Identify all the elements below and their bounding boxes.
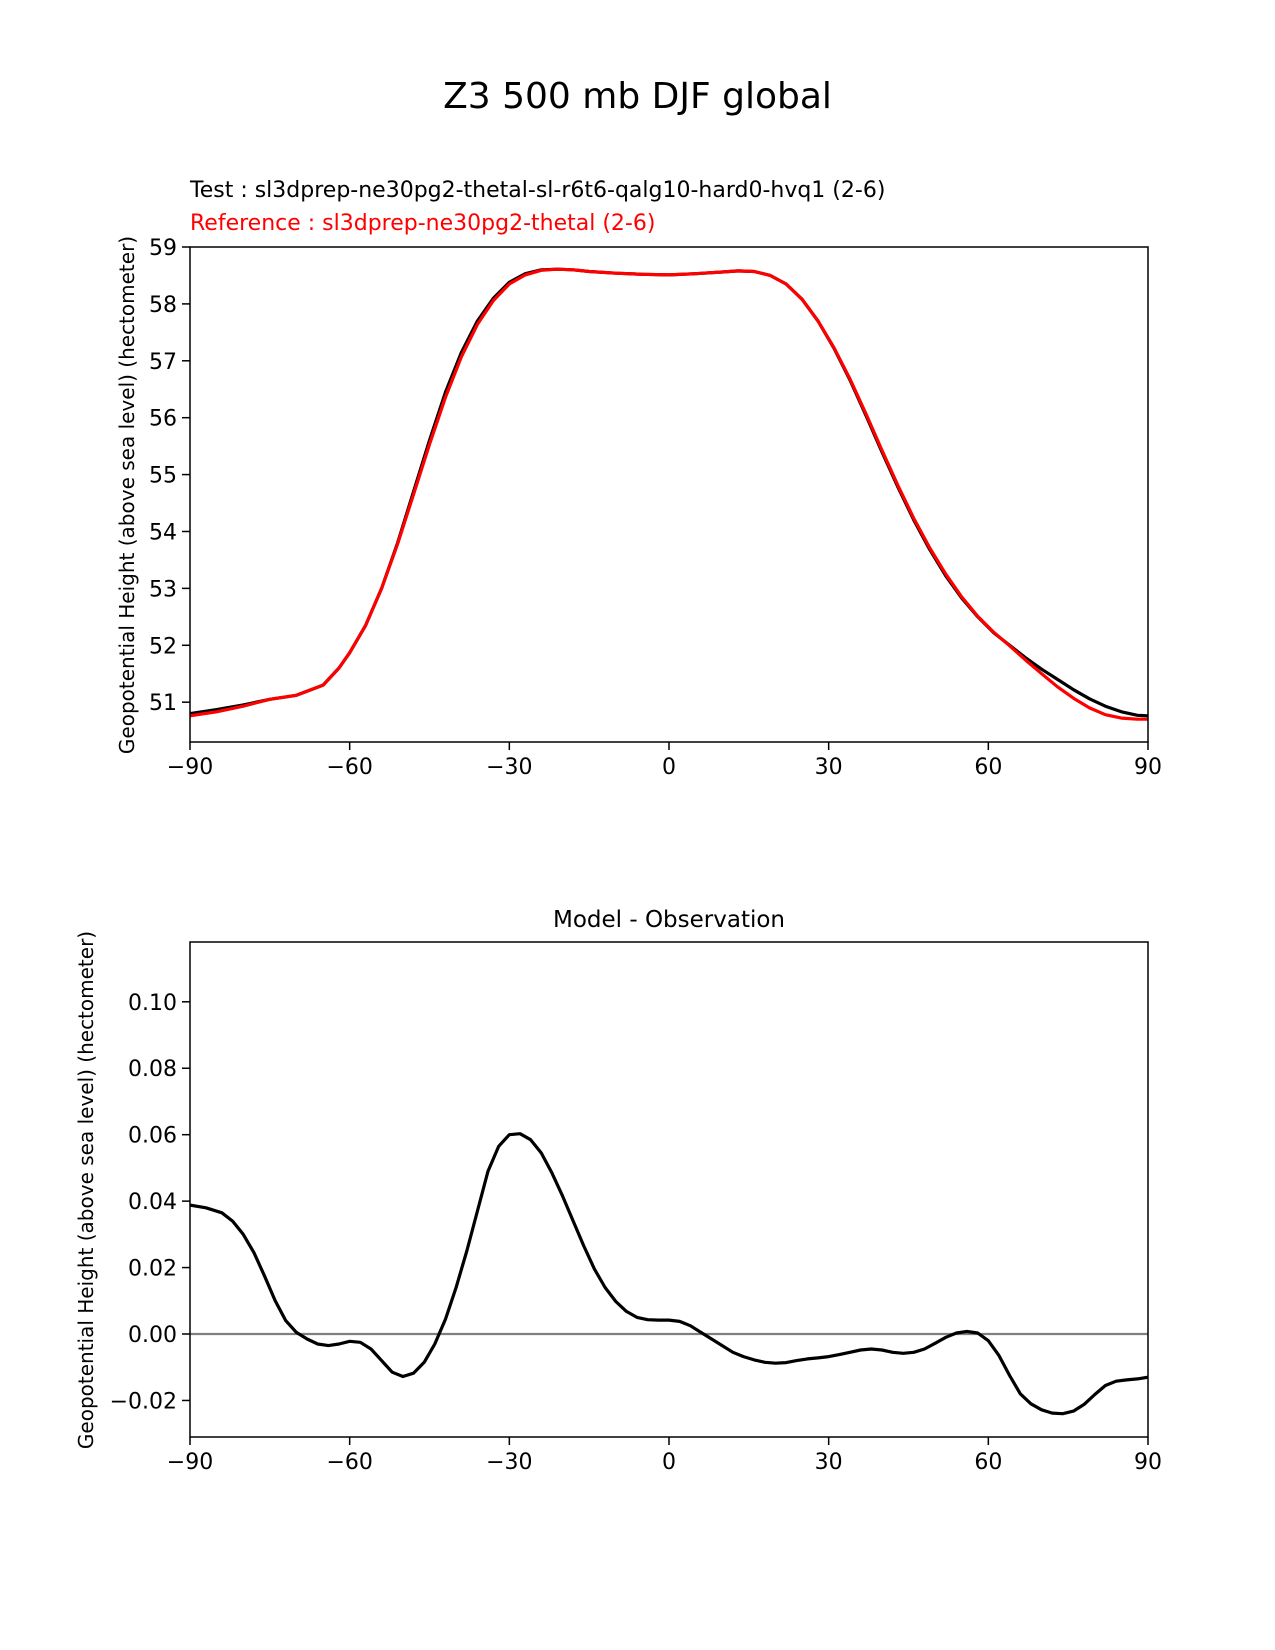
bottom-y-axis-label: Geopotential Height (above sea level) (h… [74, 931, 98, 1449]
x-tick-label: 30 [815, 1450, 843, 1475]
x-tick-label: −60 [326, 1450, 372, 1475]
difference-series-group [190, 1132, 1148, 1416]
x-tick-label: −30 [486, 755, 532, 780]
bottom-x-axis: −90 −60 −30 0 30 60 90 [167, 1437, 1162, 1475]
x-tick-label: −90 [167, 1450, 213, 1475]
top-series-group [190, 267, 1148, 721]
y-tick-label: 53 [149, 577, 177, 602]
y-tick-label: 51 [149, 691, 177, 716]
x-tick-label: −90 [167, 755, 213, 780]
y-tick-label: 0.00 [128, 1323, 177, 1348]
y-tick-label: 54 [149, 520, 177, 545]
series-line-0-1 [190, 267, 1148, 721]
bottom-panel: Model - Observation −90 −60 −30 0 30 60 90 −0.… [74, 907, 1162, 1475]
difference-panel-title: Model - Observation [553, 907, 785, 933]
top-y-axis: 51 52 53 54 55 56 57 58 59 [149, 236, 190, 716]
legend-entry-reference: Reference : sl3dprep-ne30pg2-thetal (2-6… [190, 211, 655, 236]
y-tick-label: 57 [149, 350, 177, 375]
series-line-1-0 [190, 1132, 1148, 1416]
x-tick-label: 90 [1134, 755, 1162, 780]
y-tick-label: 56 [149, 407, 177, 432]
y-tick-label: 52 [149, 634, 177, 659]
x-tick-label: 30 [815, 755, 843, 780]
legend-entry-test: Test : sl3dprep-ne30pg2-thetal-sl-r6t6-q… [189, 178, 885, 203]
top-panel: Test : sl3dprep-ne30pg2-thetal-sl-r6t6-q… [115, 178, 1162, 780]
top-x-axis: −90 −60 −30 0 30 60 90 [167, 742, 1162, 780]
top-axes-frame [189, 246, 1149, 743]
x-tick-label: 0 [662, 1450, 676, 1475]
y-tick-label: 0.04 [128, 1190, 177, 1215]
x-tick-label: −60 [326, 755, 372, 780]
y-tick-label: 0.10 [128, 991, 177, 1016]
x-tick-label: 0 [662, 755, 676, 780]
y-tick-label: −0.02 [110, 1389, 177, 1414]
x-tick-label: 90 [1134, 1450, 1162, 1475]
top-y-axis-label: Geopotential Height (above sea level) (h… [115, 236, 139, 754]
y-tick-label: 0.06 [128, 1124, 177, 1149]
y-tick-label: 59 [149, 236, 177, 261]
x-tick-label: −30 [486, 1450, 532, 1475]
x-tick-label: 60 [974, 1450, 1002, 1475]
y-tick-label: 0.02 [128, 1257, 177, 1282]
bottom-y-axis: −0.02 0.00 0.02 0.04 0.06 0.08 0.10 [110, 991, 190, 1414]
y-tick-label: 58 [149, 293, 177, 318]
x-tick-label: 60 [974, 755, 1002, 780]
figure-title: Z3 500 mb DJF global [443, 76, 832, 117]
series-line-0-0 [190, 267, 1148, 718]
y-tick-label: 0.08 [128, 1057, 177, 1082]
y-tick-label: 55 [149, 464, 177, 489]
